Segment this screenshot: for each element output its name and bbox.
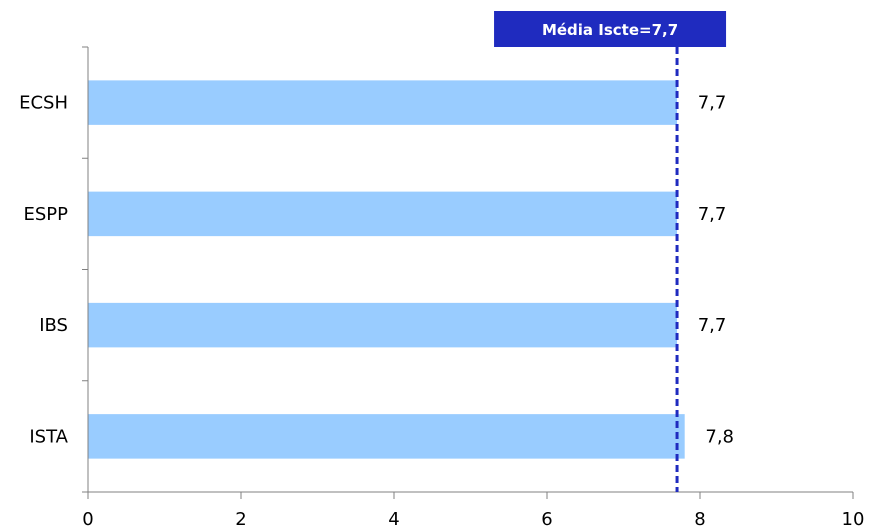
category-label-ibs: IBS	[39, 315, 68, 336]
bar-ecsh	[88, 80, 678, 125]
average-label-box	[494, 11, 727, 47]
average-label: Média Iscte=7,7	[542, 21, 678, 39]
bar-espp	[88, 191, 678, 237]
data-label-ibs: 7,7	[698, 315, 727, 336]
data-label-ecsh: 7,7	[698, 93, 727, 114]
x-tick-label: 4	[388, 509, 399, 530]
x-tick-label: 6	[541, 509, 552, 530]
category-label-ecsh: ECSH	[19, 93, 68, 114]
data-label-espp: 7,7	[698, 204, 727, 225]
x-tick-label: 0	[82, 509, 93, 530]
data-label-ista: 7,8	[705, 426, 734, 447]
category-label-ista: ISTA	[29, 426, 68, 447]
bar-ista	[88, 414, 685, 459]
bar-ibs	[88, 302, 678, 348]
x-tick-label: 10	[842, 509, 865, 530]
x-tick-label: 8	[694, 509, 705, 530]
x-tick-label: 2	[235, 509, 246, 530]
category-label-espp: ESPP	[23, 204, 68, 225]
